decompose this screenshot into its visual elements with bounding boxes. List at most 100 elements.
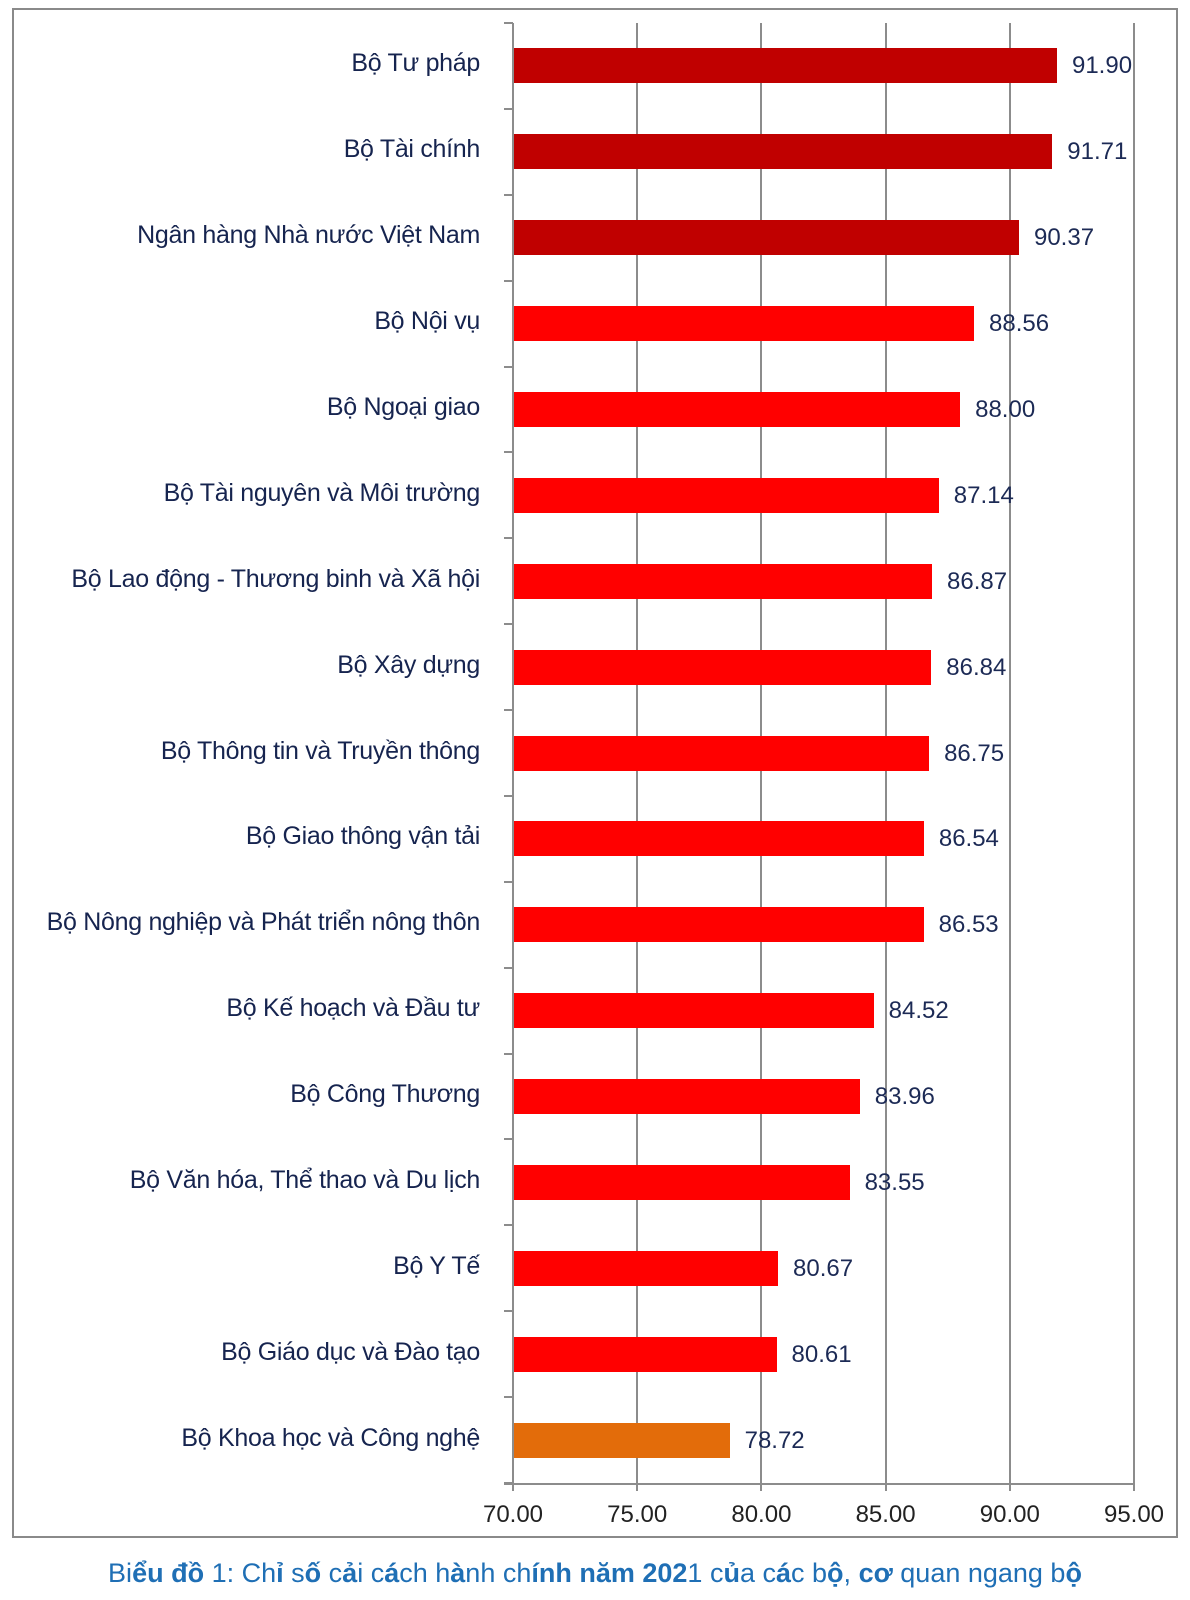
caption-segment: ính năm 202 xyxy=(531,1558,688,1588)
value-label: 86.84 xyxy=(946,653,1007,681)
caption-segment: ủ xyxy=(723,1558,740,1588)
bar xyxy=(514,821,924,857)
category-label: Bộ Lao động - Thương binh và Xã hội xyxy=(71,564,480,593)
category-label: Bộ Nông nghiệp và Phát triển nông thôn xyxy=(46,908,481,937)
value-label: 80.61 xyxy=(791,1340,852,1368)
gridline xyxy=(1008,23,1011,1484)
value-label: 87.14 xyxy=(953,481,1014,509)
caption-segment: 1: Ch xyxy=(204,1558,277,1588)
value-label: 91.71 xyxy=(1067,138,1128,166)
value-label: 84.52 xyxy=(888,997,949,1025)
bar xyxy=(514,649,932,685)
category-label: Bộ Giao thông vận tải xyxy=(245,822,480,851)
caption-segment: ộ xyxy=(827,1558,844,1588)
x-axis-tick-label: 80.00 xyxy=(731,1501,792,1528)
value-label: 83.96 xyxy=(874,1083,935,1111)
caption-segment: ả xyxy=(342,1558,358,1588)
caption-segment: á xyxy=(384,1558,400,1588)
caption-segment: nh ch xyxy=(465,1558,532,1588)
bar xyxy=(514,907,924,943)
x-axis-line xyxy=(504,1483,1135,1485)
x-axis-tick-label: 90.00 xyxy=(979,1501,1040,1528)
caption-segment: quan ngang b xyxy=(892,1558,1066,1588)
gridline xyxy=(1133,23,1135,1484)
category-label: Bộ Y Tế xyxy=(393,1251,480,1280)
y-axis-tick xyxy=(504,1396,513,1399)
value-label: 86.53 xyxy=(938,911,999,939)
x-axis-tick xyxy=(512,1483,514,1491)
y-axis-tick xyxy=(504,966,513,969)
y-axis-tick xyxy=(504,1310,513,1313)
caption-segment: i c xyxy=(357,1558,385,1588)
value-label: 80.67 xyxy=(793,1254,854,1282)
caption-segment: ỉ xyxy=(276,1558,284,1588)
chart-caption: Biểu đồ 1: Chỉ số cải cách hành chính nă… xyxy=(0,1558,1190,1589)
category-label: Bộ Kế hoạch và Đầu tư xyxy=(226,994,480,1023)
x-axis-tick xyxy=(884,1483,887,1491)
x-axis-tick-label: 85.00 xyxy=(855,1501,916,1528)
x-axis-tick xyxy=(636,1483,639,1491)
value-label: 88.56 xyxy=(989,310,1050,338)
y-axis-tick xyxy=(504,880,513,883)
category-label: Ngân hàng Nhà nước Việt Nam xyxy=(137,221,480,250)
x-axis-tick xyxy=(760,1483,763,1491)
y-axis-tick xyxy=(504,22,513,24)
value-label: 91.90 xyxy=(1071,52,1133,80)
y-axis-tick xyxy=(504,1052,513,1055)
value-label: 88.00 xyxy=(975,395,1036,423)
bar xyxy=(514,1336,777,1372)
value-label: 86.87 xyxy=(947,567,1008,595)
value-label: 78.72 xyxy=(744,1426,805,1454)
caption-segment: à xyxy=(450,1558,466,1588)
y-axis-tick xyxy=(504,794,513,797)
bar xyxy=(514,391,961,427)
y-axis-tick xyxy=(504,365,513,368)
caption-segment: ộ xyxy=(1065,1558,1082,1588)
caption-segment: Bi xyxy=(108,1558,133,1588)
bar xyxy=(514,735,930,771)
bar xyxy=(514,48,1057,84)
y-axis-tick xyxy=(504,1224,513,1227)
y-axis-tick xyxy=(504,1138,513,1141)
category-label: Bộ Giáo dục và Đào tạo xyxy=(221,1337,480,1366)
caption-segment: ố xyxy=(304,1558,322,1588)
x-axis-tick-label: 95.00 xyxy=(1103,1501,1165,1528)
value-label: 86.75 xyxy=(944,739,1005,767)
caption-segment: a c xyxy=(739,1558,776,1588)
bar xyxy=(514,1250,779,1286)
value-label: 86.54 xyxy=(938,825,999,853)
bar xyxy=(514,1164,850,1200)
category-label: Bộ Văn hóa, Thể thao và Du lịch xyxy=(129,1165,481,1194)
bar xyxy=(514,306,975,342)
caption-segment: cơ xyxy=(858,1558,893,1588)
value-label: 83.55 xyxy=(864,1168,925,1196)
bar xyxy=(514,1422,730,1458)
y-axis-tick xyxy=(504,107,513,110)
caption-segment: ểu đồ xyxy=(132,1558,205,1588)
y-axis-tick xyxy=(504,1482,513,1484)
category-label: Bộ Ngoại giao xyxy=(326,392,480,421)
category-label: Bộ Xây dựng xyxy=(337,650,480,679)
category-label: Bộ Khoa học và Công nghệ xyxy=(181,1423,480,1452)
caption-segment: ch h xyxy=(399,1558,451,1588)
x-axis-tick xyxy=(1133,1483,1135,1491)
category-label: Bộ Thông tin và Truyền thông xyxy=(160,736,480,765)
bar xyxy=(514,477,939,513)
value-label: 90.37 xyxy=(1033,224,1095,252)
bar xyxy=(514,563,933,599)
category-label: Bộ Nội vụ xyxy=(374,307,480,336)
caption-segment: c xyxy=(321,1558,343,1588)
bar xyxy=(514,993,874,1029)
y-axis-tick xyxy=(504,709,513,712)
caption-segment: 1 c xyxy=(687,1558,724,1588)
category-label: Bộ Tài nguyên và Môi trường xyxy=(163,478,481,507)
category-label: Bộ Công Thương xyxy=(290,1080,480,1109)
y-axis-tick xyxy=(504,451,513,454)
x-axis-tick xyxy=(1008,1483,1011,1491)
caption-segment: s xyxy=(283,1558,305,1588)
x-axis-tick-label: 75.00 xyxy=(607,1501,668,1528)
y-axis-tick xyxy=(504,193,513,196)
y-axis-line xyxy=(512,23,514,1485)
bar xyxy=(514,134,1053,170)
